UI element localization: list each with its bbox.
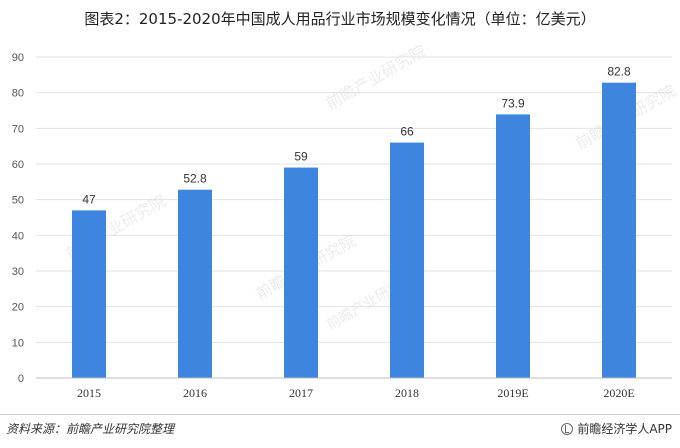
bar bbox=[284, 167, 318, 378]
x-tick-label: 2018 bbox=[395, 386, 419, 400]
gridlines bbox=[36, 56, 672, 343]
y-tick-label: 70 bbox=[12, 123, 24, 135]
x-tick-label: 2016 bbox=[183, 386, 207, 400]
bar bbox=[602, 82, 636, 379]
source-note: 资料来源：前瞻产业研究院整理 bbox=[6, 422, 175, 436]
data-label: 52.8 bbox=[183, 172, 207, 186]
data-labels: 47 52.8 59 66 73.9 82.8 bbox=[82, 65, 631, 207]
watermark-text: 前瞻产业研究院 bbox=[323, 41, 430, 113]
x-tick-label: 2017 bbox=[289, 386, 313, 400]
data-label: 73.9 bbox=[501, 96, 525, 110]
bar bbox=[72, 210, 106, 378]
y-tick-label: 20 bbox=[12, 302, 24, 314]
bar bbox=[390, 142, 424, 378]
bars bbox=[72, 82, 636, 379]
y-tick-label: 30 bbox=[12, 266, 24, 278]
data-label: 66 bbox=[400, 125, 414, 139]
brand-label: 前瞻经济学人APP bbox=[577, 422, 672, 436]
brand-logo-icon bbox=[561, 422, 574, 435]
bar bbox=[178, 189, 212, 378]
x-axis-ticks: 2015 2016 2017 2018 2019E 2020E bbox=[77, 386, 635, 400]
y-tick-label: 10 bbox=[12, 337, 24, 349]
y-axis-ticks: 0 10 20 30 40 50 60 70 80 90 bbox=[12, 52, 24, 385]
watermark-layer: 前瞻产业研究院前瞻产业研究院前瞻产业研究院前瞻产业研究院前瞻产业研究院 bbox=[63, 41, 680, 333]
x-tick-label: 2019E bbox=[497, 386, 528, 400]
x-tick-label: 2015 bbox=[77, 386, 101, 400]
data-label: 82.8 bbox=[607, 65, 631, 79]
bar bbox=[496, 114, 530, 378]
y-tick-label: 0 bbox=[18, 373, 24, 385]
y-tick-label: 50 bbox=[12, 195, 24, 207]
data-label: 59 bbox=[294, 150, 308, 164]
data-label: 47 bbox=[82, 192, 96, 206]
x-tick-label: 2020E bbox=[603, 386, 634, 400]
chart-title: 图表2：2015-2020年中国成人用品行业市场规模变化情况（单位：亿美元） bbox=[84, 10, 596, 28]
brand-credit: 前瞻经济学人APP bbox=[561, 420, 672, 437]
y-tick-label: 40 bbox=[12, 230, 24, 242]
y-tick-label: 60 bbox=[12, 159, 24, 171]
y-tick-label: 80 bbox=[12, 88, 24, 100]
y-tick-label: 90 bbox=[12, 52, 24, 64]
footer-divider bbox=[0, 414, 680, 415]
